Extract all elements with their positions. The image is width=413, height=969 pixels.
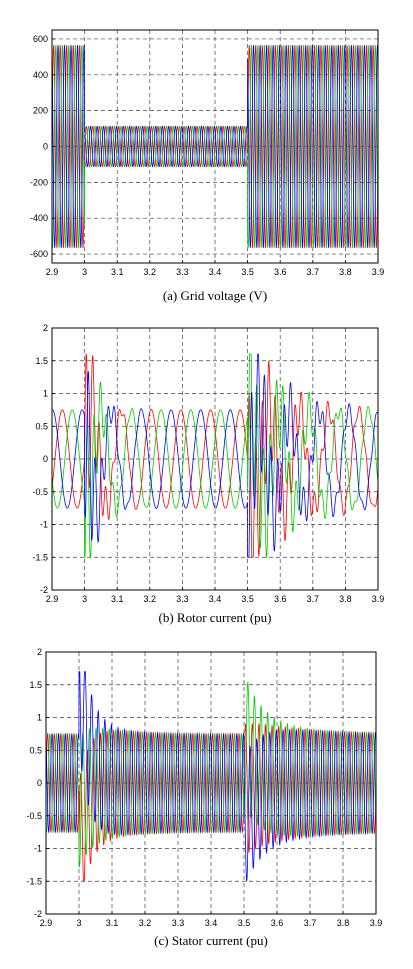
x-tick-label: 3: [82, 594, 87, 604]
y-tick-label: -400: [30, 213, 48, 223]
y-tick-label: -200: [30, 177, 48, 187]
x-tick-label: 2.9: [40, 918, 53, 928]
y-tick-label: 1.5: [29, 680, 42, 690]
x-tick-label: 3.2: [144, 267, 157, 277]
y-tick-label: 2: [37, 647, 42, 657]
y-tick-label: 0: [37, 778, 42, 788]
stator-current-series-1: [46, 681, 376, 868]
rotor-current-series-0: [52, 353, 378, 558]
grid-voltage-series-0: [52, 45, 378, 248]
x-tick-label: 3.2: [144, 594, 157, 604]
y-tick-label: 1.5: [35, 356, 48, 366]
x-tick-label: 2.9: [46, 594, 59, 604]
chart-caption: (b) Rotor current (pu): [159, 610, 272, 625]
x-tick-label: 3.2: [139, 918, 152, 928]
y-tick-label: -1: [40, 520, 48, 530]
y-tick-label: 1: [37, 713, 42, 723]
x-tick-label: 3.9: [372, 594, 385, 604]
x-tick-label: 3: [82, 267, 87, 277]
x-tick-label: 3.6: [271, 918, 284, 928]
x-tick-label: 3.8: [339, 267, 352, 277]
y-tick-label: 600: [33, 34, 48, 44]
x-tick-label: 3.3: [172, 918, 185, 928]
y-tick-label: -1.5: [32, 552, 48, 562]
stator-current-chart: 2.9 3 3.1 3.2 3.3 3.4 3.5 3.6 3.7 3.8 3.9 -2 -1.5 -1 -…: [26, 647, 383, 948]
x-tick-label: 3.9: [372, 267, 385, 277]
y-tick-label: 0.5: [29, 745, 42, 755]
y-tick-label: 0: [43, 454, 48, 464]
y-tick-label: 0.5: [35, 421, 48, 431]
y-tick-label: -2: [34, 909, 42, 919]
chart-caption: (c) Stator current (pu): [154, 933, 268, 948]
y-tick-label: -0.5: [26, 811, 42, 821]
y-tick-label: -0.5: [32, 487, 48, 497]
x-tick-label: 3.1: [111, 267, 124, 277]
rotor-current-panel: 2.9 3 3.1 3.2 3.3 3.4 3.5 3.6 3.7 3.8 3.9 -2 -1.5 -1 -…: [0, 318, 413, 633]
grid-voltage-series-1: [52, 45, 378, 248]
stator-current-series-2: [46, 671, 376, 883]
x-tick-label: 3.4: [209, 267, 222, 277]
x-tick-label: 2.9: [46, 267, 59, 277]
chart-caption: (a) Grid voltage (V): [163, 288, 267, 303]
x-tick-label: 3.4: [205, 918, 218, 928]
x-tick-label: 3.5: [241, 594, 254, 604]
x-tick-label: 3.3: [176, 267, 189, 277]
y-tick-label: 1: [43, 389, 48, 399]
x-tick-label: 3.7: [304, 918, 317, 928]
x-tick-label: 3.5: [241, 267, 254, 277]
x-tick-label: 3.7: [307, 594, 320, 604]
grid-voltage-panel: 2.9 3 3.1 3.2 3.3 3.4 3.5 3.6 3.7 3.8 3.9 -600 -400 -…: [0, 0, 413, 315]
y-tick-label: -2: [40, 585, 48, 595]
x-tick-label: 3: [76, 918, 81, 928]
stator-current-panel: 2.9 3 3.1 3.2 3.3 3.4 3.5 3.6 3.7 3.8 3.9 -2 -1.5 -1 -…: [0, 640, 413, 965]
rotor-current-series-2: [52, 353, 378, 558]
x-tick-label: 3.9: [370, 918, 383, 928]
grid-voltage-chart: 2.9 3 3.1 3.2 3.3 3.4 3.5 3.6 3.7 3.8 3.9 -600 -400 -…: [30, 29, 385, 303]
rotor-current-series-1: [52, 353, 378, 558]
y-tick-label: -1.5: [26, 876, 42, 886]
x-tick-label: 3.6: [274, 267, 287, 277]
x-tick-label: 3.8: [337, 918, 350, 928]
stator-current-series-0: [46, 722, 376, 882]
y-tick-label: 0: [43, 142, 48, 152]
x-tick-label: 3.8: [339, 594, 352, 604]
x-tick-label: 3.3: [176, 594, 189, 604]
x-tick-label: 3.7: [307, 267, 320, 277]
y-tick-label: 400: [33, 70, 48, 80]
x-tick-label: 3.1: [106, 918, 119, 928]
x-tick-label: 3.4: [209, 594, 222, 604]
y-tick-label: 2: [43, 323, 48, 333]
y-tick-label: 200: [33, 106, 48, 116]
y-tick-label: -1: [34, 844, 42, 854]
y-tick-label: -600: [30, 249, 48, 259]
x-tick-label: 3.6: [274, 594, 287, 604]
x-tick-label: 3.5: [238, 918, 251, 928]
x-tick-label: 3.1: [111, 594, 124, 604]
rotor-current-chart: 2.9 3 3.1 3.2 3.3 3.4 3.5 3.6 3.7 3.8 3.9 -2 -1.5 -1 -…: [32, 323, 385, 625]
grid-voltage-series-2: [52, 45, 378, 248]
